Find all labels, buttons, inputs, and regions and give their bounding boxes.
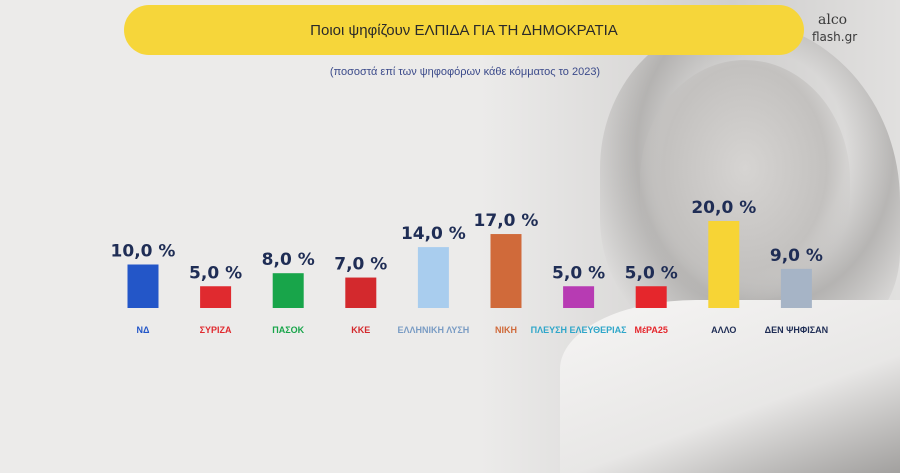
background-photo-body (560, 300, 900, 473)
category-label-5: ΕΛΛΗΝΙΚΗ ΛΥΣΗ (398, 325, 470, 335)
category-label-4: ΚΚΕ (351, 325, 370, 335)
value-label-2: 5,0 % (189, 263, 242, 283)
category-label-3: ΠΑΣΟΚ (272, 325, 304, 335)
category-label-1: ΝΔ (137, 325, 150, 335)
value-label-6: 17,0 % (474, 211, 539, 231)
brand-logo: alco flash.gr (812, 12, 857, 46)
category-label-7: ΠΛΕΥΣΗ ΕΛΕΥΘΕΡΙΑΣ (531, 325, 628, 335)
category-label-9: ΑΛΛΟ (711, 325, 736, 335)
value-label-10: 9,0 % (770, 246, 823, 266)
category-label-8: ΜέΡΑ25 (634, 325, 667, 335)
value-label-7: 5,0 % (552, 263, 605, 283)
value-label-5: 14,0 % (401, 224, 466, 244)
category-label-6: ΝΙΚΗ (495, 325, 517, 335)
value-label-8: 5,0 % (625, 263, 678, 283)
value-label-4: 7,0 % (334, 255, 387, 275)
bar-4 (345, 277, 377, 308)
bar-9 (708, 221, 740, 308)
bar-6 (490, 234, 522, 308)
bar-2 (200, 286, 232, 308)
category-label-2: ΣΥΡΙΖΑ (200, 325, 232, 335)
brand-line-2: flash.gr (812, 30, 858, 44)
brand-line-1: alco (818, 12, 848, 28)
value-label-9: 20,0 % (691, 198, 756, 218)
category-label-10: ΔΕΝ ΨΗΦΙΣΑΝ (765, 325, 829, 335)
bar-3 (272, 273, 304, 308)
bar-1 (127, 264, 159, 308)
bar-7 (563, 286, 595, 308)
value-label-3: 8,0 % (262, 250, 315, 270)
chart-title: Ποιοι ψηφίζουν ΕΛΠΙΔΑ ΓΙΑ ΤΗ ΔΗΜΟΚΡΑΤΙΑ (124, 5, 804, 55)
bar-10 (780, 268, 812, 308)
value-label-1: 10,0 % (111, 242, 176, 262)
bar-5 (417, 247, 449, 308)
background-photo-face (640, 60, 850, 300)
chart-subtitle: (ποσοστά επί των ψηφοφόρων κάθε κόμματος… (329, 66, 601, 78)
bar-8 (635, 286, 667, 308)
